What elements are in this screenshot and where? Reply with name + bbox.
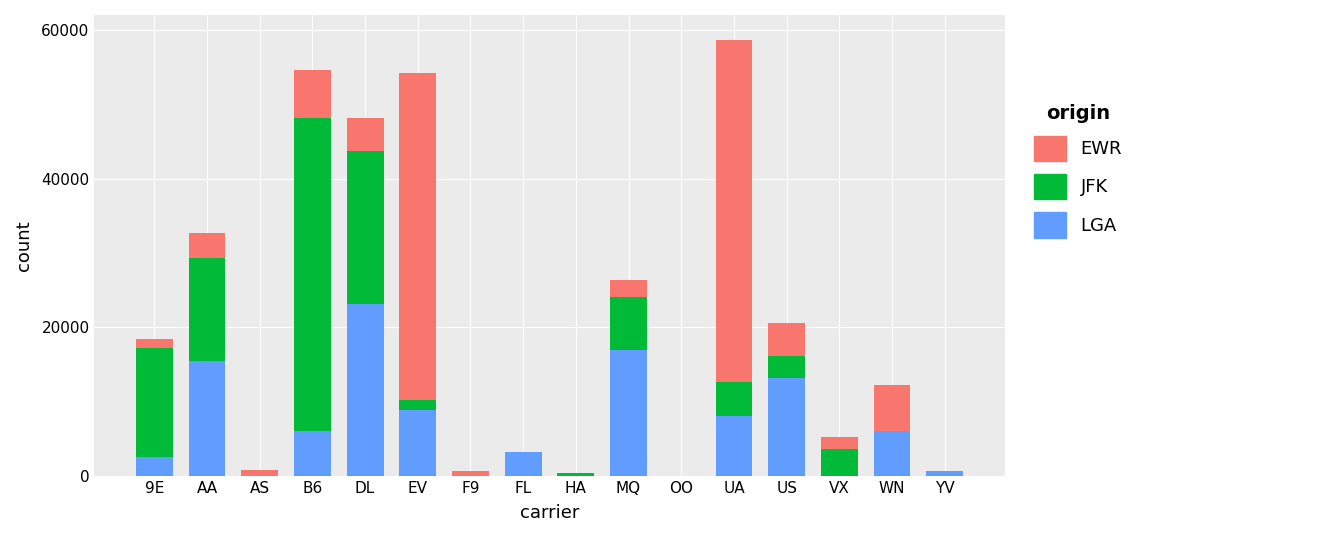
Bar [505,452,542,476]
Bar [294,431,331,476]
Bar [399,73,437,400]
Bar [452,471,489,476]
Bar [136,339,172,348]
Bar [715,416,753,476]
Bar [347,150,383,304]
Bar [610,280,646,296]
Bar [294,70,331,119]
Bar [188,258,226,361]
Bar [241,470,278,476]
Bar [769,323,805,356]
Legend: EWR, JFK, LGA: EWR, JFK, LGA [1023,93,1133,249]
Bar [347,304,383,476]
Bar [610,350,646,476]
Bar [136,348,172,457]
Bar [188,361,226,476]
Bar [715,382,753,416]
Bar [874,385,910,431]
Bar [188,233,226,258]
Bar [294,119,331,431]
Y-axis label: count: count [15,220,34,271]
Bar [821,449,857,476]
Bar [610,296,646,350]
X-axis label: carrier: carrier [520,504,579,522]
Bar [399,400,437,410]
Bar [399,410,437,476]
Bar [136,457,172,476]
Bar [715,40,753,382]
Bar [769,356,805,378]
Bar [558,473,594,476]
Bar [769,378,805,476]
Bar [926,471,964,476]
Bar [821,438,857,449]
Bar [347,118,383,150]
Bar [874,431,910,476]
